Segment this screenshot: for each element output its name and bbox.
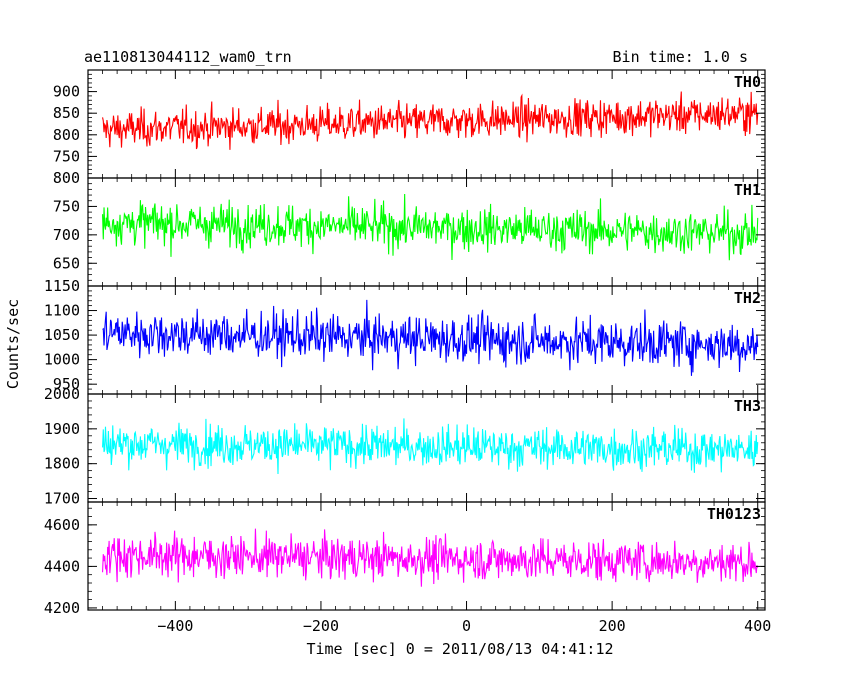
x-tick-label-400: 400 [744,617,771,635]
y-tick-label-th2-1100: 1100 [44,302,80,320]
x-tick-label-0: 0 [462,617,471,635]
y-tick-label-th1-750: 750 [53,197,80,215]
y-tick-label-th1-650: 650 [53,254,80,272]
series-label-th3: TH3 [734,397,761,415]
chart-title: ae110813044112_wam0_trn [84,48,292,66]
x-tick-label--200: −200 [303,617,339,635]
panel-th0123: 4200 4400 4600 TH0123 [44,501,766,617]
x-axis-label: Time [sec] 0 = 2011/08/13 04:41:12 [306,640,613,658]
y-tick-label-th1-700: 700 [53,226,80,244]
y-tick-label-th2-1050: 1050 [44,326,80,344]
y-tick-label-th3-1700: 1700 [44,490,80,508]
x-tick-label-200: 200 [599,617,626,635]
series-line-th2 [102,299,759,376]
series-line-th0123 [102,528,759,587]
series-line-th1 [102,194,759,261]
y-tick-label-th3-2000: 2000 [44,385,80,403]
y-tick-label-th0123-4200: 4200 [44,599,80,617]
panel-th1: 650 700 750 800 TH1 [53,169,766,287]
y-tick-label-th0-900: 900 [53,83,80,101]
y-tick-label-th3-1900: 1900 [44,420,80,438]
y-tick-label-th0-750: 750 [53,147,80,165]
y-tick-label-th0-800: 800 [53,126,80,144]
bin-time-label: Bin time: 1.0 s [613,48,748,66]
panel-th0: 750 800 850 900 TH0 [53,69,766,179]
panel-frame-th0123 [87,501,766,611]
y-tick-label-th3-1800: 1800 [44,455,80,473]
y-tick-label-th2-950: 950 [53,375,80,393]
series-label-th0123: TH0123 [707,505,761,523]
panels-group: 750 800 850 900 TH0 650 700 750 800 TH1 950 1000 105… [44,69,771,635]
series-line-th3 [102,418,759,475]
y-tick-label-th2-1000: 1000 [44,351,80,369]
y-tick-label-th0123-4600: 4600 [44,516,80,534]
y-tick-label-th2-1150: 1150 [44,277,80,295]
y-tick-label-th1-800: 800 [53,169,80,187]
series-label-th0: TH0 [734,73,761,91]
y-axis-label: Counts/sec [4,299,22,389]
series-line-th0 [102,91,759,150]
panel-th3: 1700 1800 1900 2000 TH3 [44,385,766,508]
series-label-th1: TH1 [734,181,761,199]
panel-th2: 950 1000 1050 1100 1150 TH2 [44,277,766,395]
y-tick-label-th0123-4400: 4400 [44,557,80,575]
y-tick-label-th0-850: 850 [53,104,80,122]
series-label-th2: TH2 [734,289,761,307]
x-tick-label--400: −400 [157,617,193,635]
